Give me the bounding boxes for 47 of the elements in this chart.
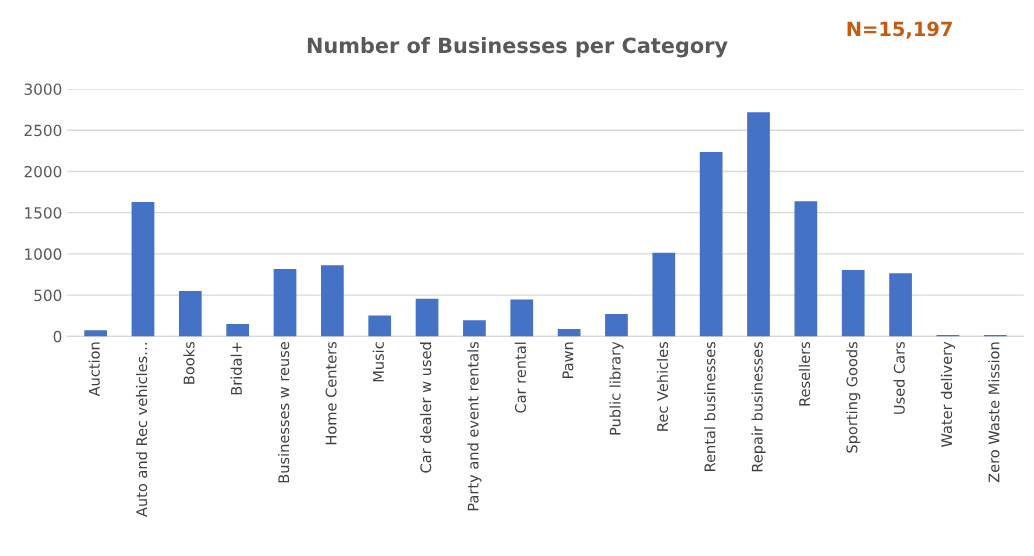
x-tick-label: Home Centers [325, 341, 337, 445]
bar [652, 252, 676, 337]
x-tick-label: Books [183, 341, 195, 384]
bar [841, 269, 865, 337]
bar [226, 324, 250, 337]
x-tick-label: Pawn [562, 342, 574, 379]
y-tick-label: 2000 [24, 165, 62, 178]
x-tick-label: Public library [609, 341, 624, 435]
bar [889, 273, 912, 337]
y-tick-label: 0 [53, 330, 62, 343]
bar [415, 298, 439, 337]
x-tick-label: Water delivery [940, 341, 955, 448]
bar [794, 201, 818, 337]
y-tick-label: 2500 [24, 124, 62, 137]
bar [321, 265, 344, 337]
bar [747, 112, 770, 337]
bar [273, 269, 297, 337]
chart-title: Number of Businesses per Category [307, 37, 728, 58]
x-tick-label: Rental businesses [704, 341, 716, 471]
x-tick-label: Sporting Goods [846, 341, 861, 453]
y-tick-label: 3000 [24, 83, 62, 95]
x-tick-label: Auto and Rec vehicles… [135, 342, 148, 517]
bar [463, 320, 486, 337]
x-tick-label: Used Cars [893, 341, 905, 414]
text: N=15,197 [847, 21, 952, 39]
x-tick-label: Music [372, 342, 384, 382]
bar [510, 299, 534, 337]
x-tick-label: Party and event rentals [467, 341, 482, 511]
bar [178, 291, 202, 337]
x-tick-label: Car dealer w used [420, 342, 432, 473]
bar [368, 315, 392, 337]
x-tick-label: Auction [88, 342, 100, 397]
bar [84, 330, 107, 337]
y-tick-label: 500 [34, 289, 62, 302]
bar [699, 152, 723, 337]
x-tick-label: Car rental [514, 342, 526, 413]
y-tick-label: 1500 [25, 207, 62, 219]
x-tick-label: Bridal+ [230, 342, 242, 395]
y-tick-label: 1000 [25, 248, 62, 260]
bar [131, 201, 155, 337]
bar [605, 313, 628, 337]
x-tick-label: Rec Vehicles [656, 341, 669, 431]
x-tick-label: Zero Waste Mission [988, 342, 1000, 483]
bar [557, 329, 581, 337]
x-tick-label: Businesses w reuse [277, 342, 290, 483]
x-tick-label: Repair businesses [751, 341, 766, 472]
x-tick-label: Resellers [798, 341, 811, 406]
